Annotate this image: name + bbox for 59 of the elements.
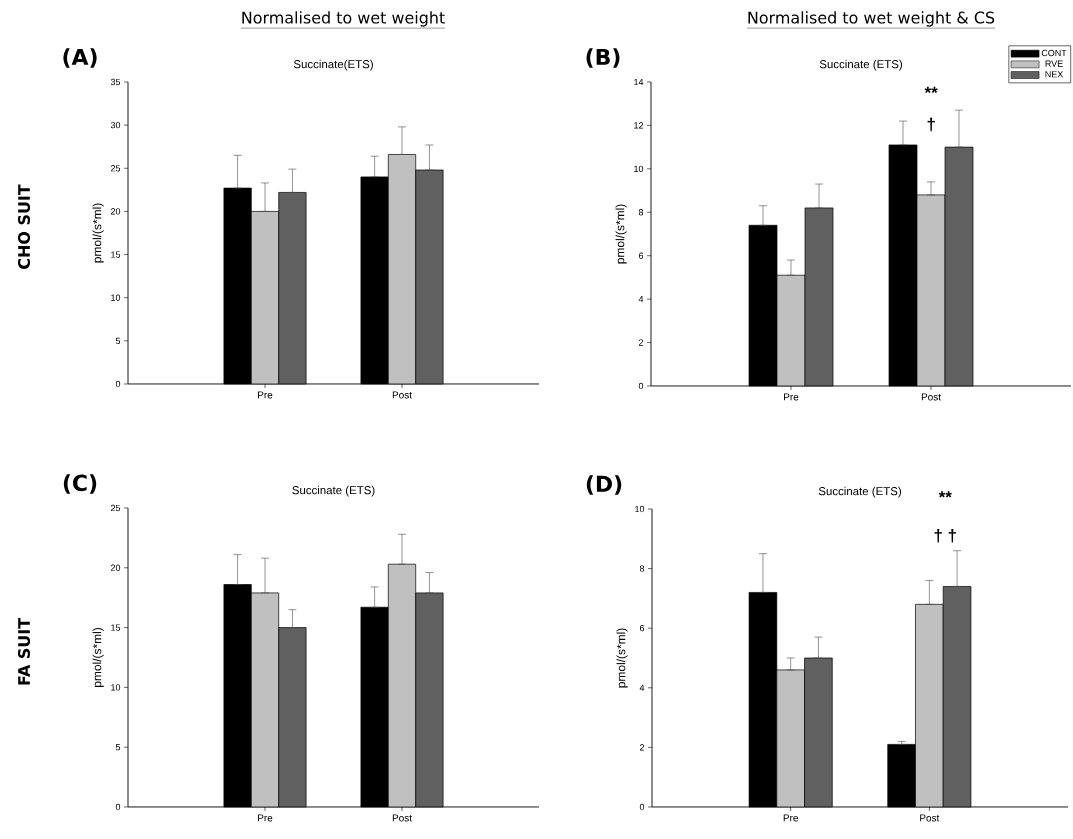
y-axis-title: pmol/(s*ml) xyxy=(616,628,628,688)
y-tick-label: 14 xyxy=(634,78,644,86)
x-tick-label: Pre xyxy=(258,814,273,822)
x-tick-label: Post xyxy=(920,814,940,822)
annotation: ** xyxy=(924,86,938,94)
x-tick-label: Pre xyxy=(784,393,799,401)
y-tick-label: 6 xyxy=(638,252,644,259)
y-tick-label: 35 xyxy=(110,78,121,86)
text: CHO SUIT xyxy=(17,184,31,269)
y-axis-title: pmol/(s*ml) xyxy=(92,203,104,263)
text: FA SUIT xyxy=(17,618,31,685)
x-tick-label: Post xyxy=(921,393,941,401)
y-tick-label: 5 xyxy=(115,744,121,751)
legend-label: CONT xyxy=(1041,49,1067,57)
text: (A) xyxy=(63,48,97,68)
annotation: † xyxy=(927,117,935,132)
y-tick-label: 25 xyxy=(110,504,121,512)
legend-label: RVE xyxy=(1045,60,1063,67)
x-tick-label: Pre xyxy=(258,391,273,399)
y-tick-label: 10 xyxy=(634,165,644,173)
text: Normalised to wet weight xyxy=(242,11,445,27)
y-tick-label: 8 xyxy=(639,565,645,572)
y-tick-label: 10 xyxy=(111,294,121,301)
y-axis-title: pmol/(s*ml) xyxy=(615,204,627,264)
y-tick-label: 6 xyxy=(639,625,645,632)
y-tick-label: 20 xyxy=(110,564,121,571)
y-tick-label: 25 xyxy=(110,165,121,172)
chart-title: Succinate (ETS) xyxy=(819,59,902,71)
y-tick-label: 30 xyxy=(110,121,121,129)
y-tick-label: 10 xyxy=(111,684,121,691)
y-tick-label: 2 xyxy=(639,744,645,751)
y-tick-label: 4 xyxy=(639,684,645,691)
y-tick-label: 12 xyxy=(634,122,644,129)
y-axis-title: pmol/(s*ml) xyxy=(92,628,104,687)
legend-label: NEX xyxy=(1045,71,1064,78)
chart-title: Succinate(ETS) xyxy=(293,59,373,71)
y-tick-label: 0 xyxy=(115,380,121,388)
chart-title: Succinate (ETS) xyxy=(818,486,901,498)
y-tick-label: 0 xyxy=(115,803,121,811)
y-tick-label: 10 xyxy=(635,505,645,513)
y-tick-label: 2 xyxy=(638,339,644,346)
y-tick-label: 15 xyxy=(111,251,121,258)
annotation: † † xyxy=(934,529,956,543)
x-tick-label: Pre xyxy=(783,814,798,822)
text: (B) xyxy=(586,48,620,68)
chart-title: Succinate (ETS) xyxy=(292,485,375,497)
y-tick-label: 0 xyxy=(639,803,645,811)
text: (D) xyxy=(586,475,622,495)
y-tick-label: 0 xyxy=(638,382,644,390)
x-tick-label: Post xyxy=(392,391,412,399)
y-tick-label: 15 xyxy=(111,624,121,631)
text: Normalised to wet weight & CS xyxy=(748,11,995,27)
y-tick-label: 20 xyxy=(110,208,121,215)
text: (C) xyxy=(63,474,97,494)
y-tick-label: 8 xyxy=(638,209,644,216)
y-tick-label: 4 xyxy=(638,296,644,303)
x-tick-label: Post xyxy=(392,814,412,822)
text: ** xyxy=(938,491,952,498)
y-tick-label: 5 xyxy=(115,337,121,344)
